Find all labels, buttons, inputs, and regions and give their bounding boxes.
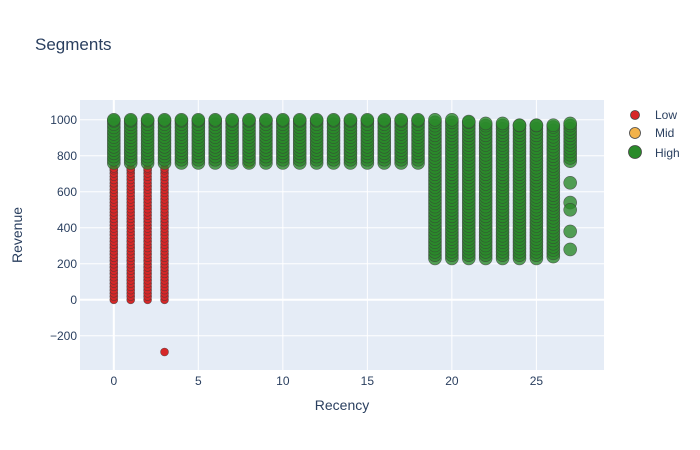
data-point [225, 113, 239, 127]
data-point [563, 116, 577, 131]
y-axis-title: Revenue [9, 207, 25, 263]
data-point [140, 113, 155, 127]
x-tick-label: 15 [361, 374, 375, 388]
data-point [259, 113, 273, 127]
data-point [208, 113, 223, 127]
data-point [160, 347, 169, 357]
x-tick-label: 25 [530, 374, 544, 388]
y-tick-label: 600 [57, 185, 77, 199]
legend-marker-high [628, 145, 642, 159]
x-tick-label: 10 [276, 374, 290, 388]
legend-item-mid[interactable]: Mid [629, 126, 675, 140]
legend-label-high: High [655, 146, 680, 160]
data-point [157, 113, 172, 127]
legend-label-low: Low [655, 108, 677, 122]
data-point [512, 118, 527, 132]
data-point [495, 116, 510, 131]
data-point [360, 113, 375, 127]
data-point [123, 113, 138, 127]
data-point [326, 113, 341, 127]
y-tick-label: 0 [70, 293, 77, 307]
chart-title: Segments [35, 35, 112, 54]
y-tick-label: 800 [57, 149, 77, 163]
data-point [107, 113, 121, 127]
data-point [563, 242, 577, 257]
series-high [107, 113, 577, 266]
y-tick-label: −200 [50, 329, 77, 343]
y-tick-label: 1000 [50, 113, 77, 127]
data-point [411, 113, 425, 127]
data-point [563, 224, 577, 239]
legend[interactable]: Low Mid High [628, 108, 680, 161]
x-axis-title: Recency [315, 397, 369, 413]
legend-label-mid: Mid [655, 126, 674, 140]
data-points [107, 113, 577, 357]
data-point [276, 113, 290, 127]
data-point [478, 116, 493, 131]
data-point [563, 203, 577, 217]
data-point [191, 113, 206, 127]
legend-item-high[interactable]: High [628, 145, 680, 161]
data-point [529, 118, 544, 132]
data-point [242, 113, 256, 127]
data-point [394, 113, 408, 127]
legend-marker-low [630, 110, 640, 120]
legend-marker-mid [629, 127, 641, 139]
data-point [445, 113, 459, 127]
x-tick-label: 0 [110, 374, 117, 388]
data-point [174, 113, 189, 127]
x-tick-label: 5 [195, 374, 202, 388]
y-tick-label: 200 [57, 257, 77, 271]
data-point [343, 113, 358, 127]
y-tick-label: 400 [57, 221, 77, 235]
data-point [563, 176, 577, 190]
data-point [546, 118, 561, 132]
data-point [461, 114, 476, 129]
data-point [377, 113, 392, 127]
x-tick-label: 20 [445, 374, 459, 388]
series-low [109, 164, 169, 357]
data-point [309, 113, 324, 127]
data-point [428, 113, 442, 127]
data-point [292, 113, 307, 127]
legend-item-low[interactable]: Low [630, 108, 678, 122]
tick-labels: 0 5 10 15 20 25 −200 0 200 400 600 800 1000 [50, 113, 543, 388]
